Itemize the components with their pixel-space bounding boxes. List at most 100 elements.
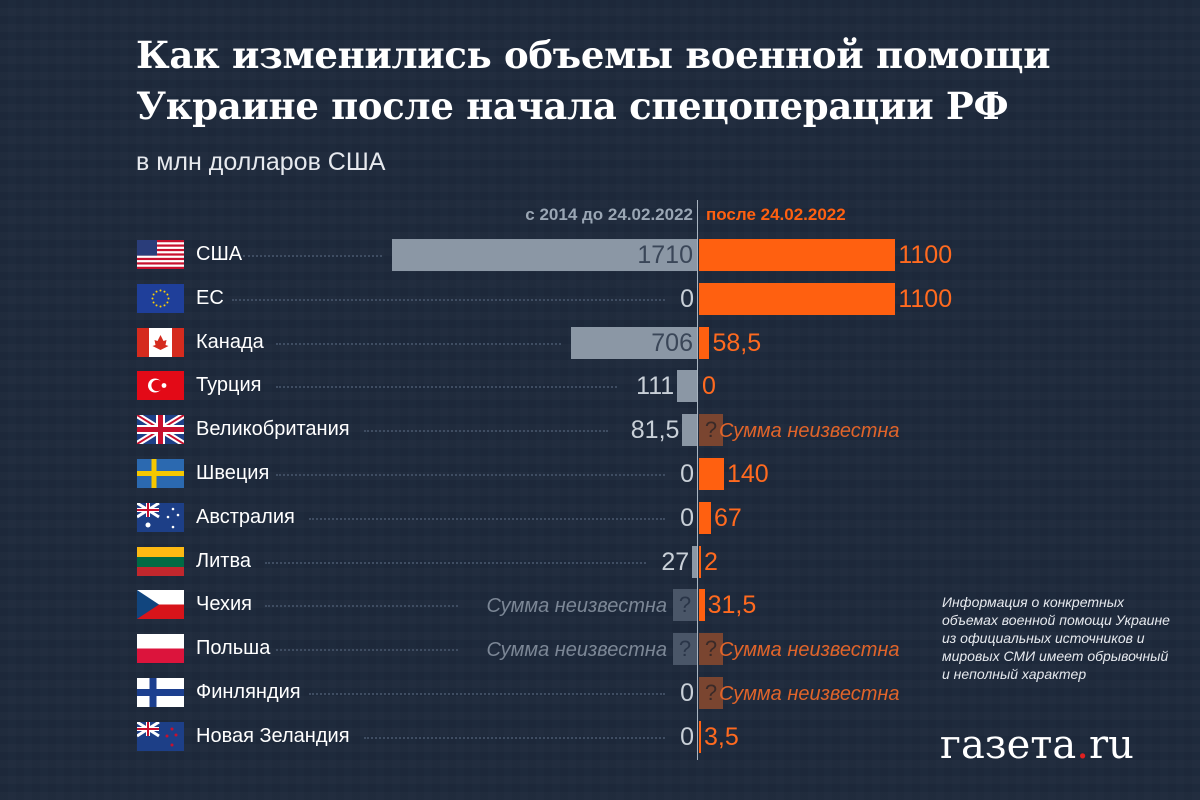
before-value-label: Сумма неизвестна [486,639,667,662]
bar-after [699,501,711,534]
flag-cz-icon [137,590,184,620]
bar-after [699,239,896,271]
chart-row: Великобритания 81,5? Сумма неизвестна [0,408,1200,452]
country-label: Литва [196,549,251,572]
before-value-label: 111 [636,372,675,401]
bar-before [677,370,697,403]
country-label: Новая Зеландия [196,724,350,747]
chart-row: Новая Зеландия 0 3,5 [0,715,1200,759]
country-label: Австралия [196,505,295,528]
logo-suffix: ru [1089,722,1134,768]
after-value-label: 1100 [898,284,953,313]
before-value-label: Сумма неизвестна [486,595,667,618]
logo-dot: . [1076,722,1089,768]
leader-line [364,430,609,433]
unknown-before-mark: ? [673,589,697,622]
country-label: Турция [196,374,262,397]
flag-nz-icon [137,721,184,751]
leader-line [309,693,665,695]
after-value-label: 31,5 [707,591,757,620]
after-value-label: Сумма неизвестна [719,683,900,705]
leader-line [276,386,618,389]
after-value-label: Сумма неизвестна [719,639,900,662]
after-value-label: Сумма неизвестна [719,420,900,443]
after-value-label: 58,5 [712,328,762,357]
chart-row: Финляндия 0? Сумма неизвестна [0,671,1200,715]
before-value-label: 0 [680,679,694,707]
chart-row: Чехия? Сумма неизвестна 31,5 [0,583,1200,627]
country-label: Великобритания [196,418,350,441]
leader-line [276,474,665,476]
after-value-label: 1100 [898,241,953,269]
leader-line [232,298,665,301]
chart-row: Турция 111 0 [0,364,1200,408]
bar-before [391,239,697,271]
after-value-label: 2 [704,547,718,576]
chart-row: Швеция 0 140 [0,452,1200,496]
before-value-label: 81,5 [630,416,680,445]
bar-before [570,326,697,359]
bar-before [692,545,697,578]
center-axis [697,200,698,760]
before-value-label: 0 [680,722,694,751]
bar-after [699,458,724,490]
chart-row: Австралия 0 67 [0,496,1200,540]
unknown-after-mark: ? [699,414,723,447]
chart-subtitle: в млн долларов США [136,148,386,176]
flag-fi-icon [137,678,184,707]
flag-lt-icon [137,546,184,576]
chart-row: США 1710 1100 [0,233,1200,277]
title-line-1: Как изменились объемы военной помощи [136,33,1051,77]
before-value-label: 0 [680,503,694,532]
bar-after [699,589,705,622]
flag-se-icon [137,459,184,488]
chart-title: Как изменились объемы военной помощи Укр… [136,30,1051,132]
leader-line [265,605,458,608]
before-value-label: 27 [661,547,690,576]
legend-after: после 24.02.2022 [706,205,846,224]
unknown-before-mark: ? [673,633,697,666]
bar-after [699,326,710,359]
before-value-label: 706 [651,328,693,357]
bar-after [699,282,896,315]
country-label: Чехия [196,593,253,616]
bar-after [699,545,701,578]
country-label: ЕС [196,286,224,309]
legend-before: с 2014 до 24.02.2022 [525,205,693,224]
country-label: Польша [196,637,271,660]
chart-row: Польша? Сумма неизвестна? Сумма неизвест… [0,627,1200,671]
flag-eu-icon [137,283,184,313]
country-label: Финляндия [196,681,301,703]
flag-ca-icon [137,327,184,357]
country-label: США [196,243,243,265]
title-line-2: Украине после начала спецоперации РФ [136,84,1009,128]
leader-line [276,649,458,652]
chart-row: Литва 27 2 [0,540,1200,584]
leader-line [265,561,647,564]
flag-gb-icon [137,415,184,445]
leader-line [276,342,561,345]
flag-au-icon [137,502,184,532]
before-value-label: 0 [680,460,694,488]
country-label: Канада [196,330,264,353]
country-label: Швеция [196,462,270,484]
leader-line [309,517,665,520]
unknown-after-mark: ? [699,677,723,709]
chart-row: ЕС 0 1100 [0,277,1200,321]
chart-row: Канада 706 58,5 [0,321,1200,365]
footnote: Информация о конкретных объемах военной … [942,594,1170,682]
after-value-label: 140 [726,460,769,488]
flag-us-icon [137,240,184,269]
leader-line [243,255,382,257]
flag-pl-icon [137,634,184,664]
bar-before [682,414,697,447]
after-value-label: 0 [702,372,716,401]
after-value-label: 67 [713,503,742,532]
before-value-label: 1710 [637,241,693,269]
bar-after [699,720,701,753]
after-value-label: 3,5 [704,722,739,751]
leader-line [364,736,665,739]
before-value-label: 0 [680,284,694,313]
logo: газета.ru [940,722,1134,768]
